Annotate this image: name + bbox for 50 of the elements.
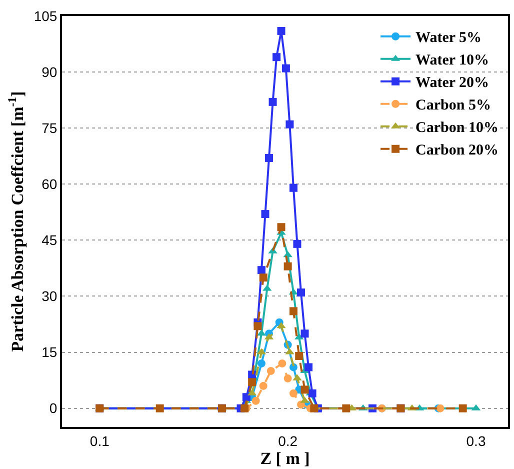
point bbox=[259, 382, 268, 390]
y-tick-label: 30 bbox=[42, 288, 58, 304]
point bbox=[295, 352, 304, 360]
point bbox=[261, 210, 270, 218]
y-tick-label: 60 bbox=[42, 176, 58, 192]
legend-label: Carbon 20% bbox=[416, 142, 498, 159]
point bbox=[277, 223, 286, 232]
legend-label: Carbon 10% bbox=[416, 120, 498, 136]
point bbox=[342, 404, 350, 412]
x-tick-label: 0.2 bbox=[278, 432, 298, 449]
point bbox=[286, 120, 294, 128]
legend-label: Water 10% bbox=[416, 52, 490, 69]
legend-label: Water 5% bbox=[416, 30, 482, 46]
y-tick-label: 15 bbox=[42, 344, 58, 360]
point bbox=[284, 262, 292, 270]
point bbox=[293, 240, 302, 248]
point bbox=[252, 396, 260, 405]
point bbox=[268, 98, 277, 106]
point bbox=[300, 330, 309, 338]
x-axis-title: Z [ m ] bbox=[260, 448, 310, 468]
point bbox=[156, 404, 164, 412]
point bbox=[289, 389, 298, 398]
legend-label: Water 20% bbox=[416, 75, 490, 92]
point bbox=[278, 359, 286, 368]
point bbox=[266, 366, 275, 375]
y-tick-label: 105 bbox=[34, 8, 58, 24]
point bbox=[259, 274, 268, 282]
y-tick-label: 90 bbox=[42, 64, 58, 80]
point bbox=[300, 386, 309, 394]
point bbox=[308, 389, 316, 398]
point bbox=[289, 307, 298, 316]
point bbox=[248, 378, 256, 386]
y-tick-label: 0 bbox=[49, 400, 58, 416]
x-tick-label: 0.1 bbox=[90, 432, 110, 449]
y-tick-label: 75 bbox=[42, 120, 58, 136]
point bbox=[257, 266, 266, 274]
point bbox=[254, 322, 262, 330]
y-tick-label: 45 bbox=[42, 232, 58, 248]
point bbox=[257, 359, 266, 368]
point bbox=[272, 53, 281, 62]
legend-label: Carbon 5% bbox=[416, 98, 491, 114]
point bbox=[282, 64, 290, 72]
point bbox=[304, 363, 313, 372]
point bbox=[458, 404, 467, 412]
point bbox=[297, 288, 305, 296]
point bbox=[284, 374, 292, 382]
point bbox=[277, 26, 286, 35]
point bbox=[265, 154, 273, 162]
x-tick-label: 0.3 bbox=[466, 432, 486, 449]
point bbox=[289, 184, 298, 192]
